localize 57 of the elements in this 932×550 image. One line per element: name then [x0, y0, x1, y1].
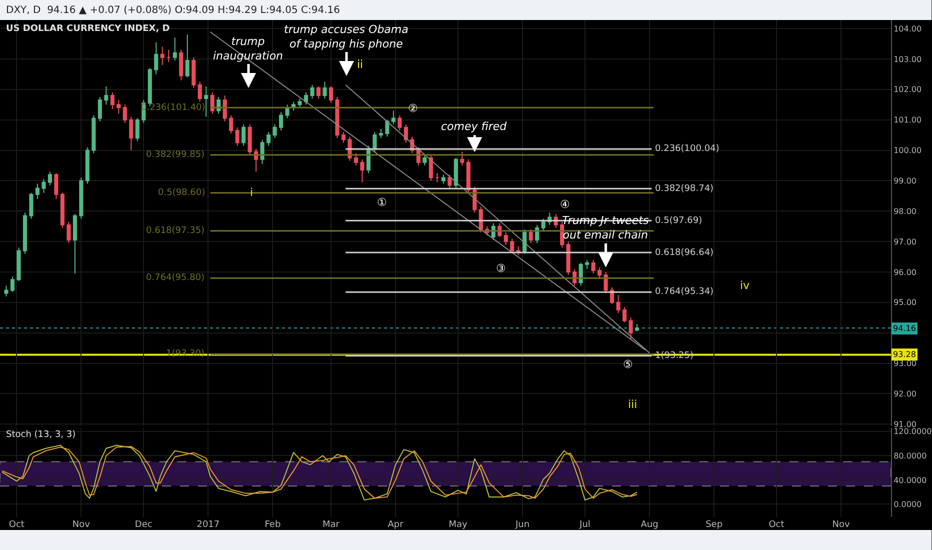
x-tick-label: Jul — [578, 520, 590, 530]
x-tick-label: Nov — [72, 520, 91, 530]
series-label: 0.764(95.80) — [146, 273, 205, 283]
annotation: trump inauguration — [213, 35, 284, 62]
annotation: ii — [357, 58, 364, 71]
annotation: ② — [408, 102, 418, 115]
series-label: 0.618(96.64) — [655, 248, 714, 258]
y-tick-label: 0.0000 — [894, 500, 922, 510]
x-tick-label: May — [448, 520, 468, 530]
chart-subtitle: DXY, D 94.16 ▲ +0.07 (+0.08%) O:94.09 H:94.29 L:94.05 C:94.16 — [6, 5, 340, 16]
ref-line-label: 94.16 — [893, 324, 916, 333]
y-tick-label: 40.0000 — [894, 476, 927, 485]
y-tick-label: 80.0000 — [894, 451, 927, 460]
chart-title: US DOLLAR CURRENCY INDEX, D — [6, 24, 170, 34]
series-label: 0.5(98.60) — [158, 188, 206, 198]
x-tick-label: Oct — [8, 520, 25, 530]
series-label: 0.382(98.74) — [655, 184, 714, 194]
series-label: 0.764(95.34) — [655, 287, 714, 297]
ref-line-label: 93.28 — [893, 350, 916, 359]
annotation: ④ — [560, 198, 570, 211]
x-tick-label: Feb — [264, 520, 281, 530]
x-tick-label: 2017 — [196, 520, 220, 530]
x-tick-label: Nov — [832, 520, 850, 530]
y-tick-label: 101.00 — [894, 116, 922, 125]
y-tick-label: 96.00 — [894, 268, 917, 277]
annotation: i — [250, 186, 254, 199]
y-tick-label: 99.00 — [894, 176, 917, 186]
series-label: 0.382(99.85) — [146, 150, 205, 160]
y-tick-label: 95.00 — [894, 298, 917, 308]
x-tick-label: Aug — [640, 520, 658, 530]
series-label: 1(93.30) — [166, 349, 205, 359]
y-tick-label: 104.00 — [894, 24, 922, 34]
annotation: iii — [628, 398, 638, 411]
annotation: ③ — [496, 262, 506, 275]
series-label: 0.618(97.35) — [146, 226, 205, 236]
series-label: 0.236(100.04) — [655, 144, 720, 154]
x-tick-label: Mar — [322, 520, 340, 530]
x-tick-label: Dec — [134, 520, 152, 530]
y-tick-label: 103.00 — [894, 54, 922, 64]
series-label: 0.5(97.69) — [655, 216, 702, 226]
annotation: ⑤ — [623, 358, 633, 371]
annotation: trump accuses Obama of tapping his phone — [284, 23, 409, 50]
y-tick-label: 102.00 — [894, 85, 922, 94]
y-tick-label: 98.00 — [894, 206, 917, 216]
y-tick-label: 91.00 — [894, 420, 917, 429]
annotation: ① — [377, 196, 387, 209]
annotation: comey fired — [441, 120, 508, 133]
x-tick-label: Oct — [768, 520, 785, 530]
y-tick-label: 100.00 — [894, 146, 922, 156]
y-tick-label: 120.0000 — [894, 427, 932, 436]
x-tick-label: Jun — [514, 520, 530, 530]
chart-title: Stoch (13, 3, 3) — [6, 430, 76, 440]
y-tick-label: 97.00 — [894, 237, 917, 246]
annotation: iv — [740, 279, 750, 292]
x-tick-label: Apr — [388, 520, 404, 530]
x-tick-label: Sep — [706, 520, 723, 530]
y-tick-label: 92.00 — [894, 390, 917, 399]
